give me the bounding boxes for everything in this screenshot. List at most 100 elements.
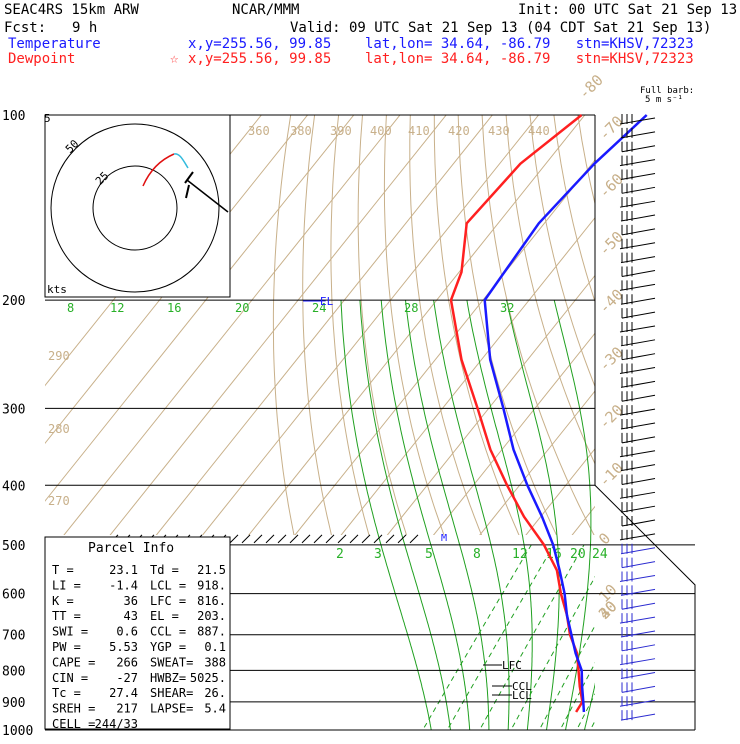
hatch-mark <box>338 535 346 543</box>
parcel-info-cell: 27.4 <box>109 686 138 700</box>
wind-barb <box>621 169 655 179</box>
parcel-info-cell: SHEAR= <box>150 686 193 700</box>
wind-barb-shaft <box>621 589 655 595</box>
mixing-ratio-label: 20 <box>570 547 586 562</box>
parcel-info-cell: 217 <box>116 702 138 716</box>
dry-adiabat-label: 390 <box>330 124 352 138</box>
wind-barb <box>621 377 655 387</box>
wind-barb-shaft <box>620 160 655 166</box>
wind-barb-shaft <box>621 257 655 263</box>
wind-barbs <box>620 114 655 720</box>
wind-barb <box>621 502 655 512</box>
wind-barb-shaft <box>620 284 655 290</box>
init-time: Init: 00 UTC Sat 21 Sep 13 <box>518 2 737 18</box>
moist-adiabat-label: 20 <box>235 301 249 315</box>
parcel-info-cell: -27 <box>116 671 138 685</box>
pressure-label: 400 <box>2 479 25 494</box>
parcel-info-cell: T = <box>52 563 74 577</box>
hatch-mark <box>374 535 382 543</box>
parcel-info-cell: 266 <box>116 655 138 669</box>
legend-dewpoint-info: x,y=255.56, 99.85 lat,lon= 34.64, -86.79… <box>188 51 694 67</box>
dry-adiabat-label: 440 <box>528 124 550 138</box>
pressure-label: 1000 <box>2 724 33 739</box>
pressure-label: 800 <box>2 664 25 679</box>
parcel-info-cell: -1.4 <box>109 578 138 592</box>
wind-barb <box>620 530 655 540</box>
parcel-info-cell: 5.4 <box>204 702 226 716</box>
wind-barb-shaft <box>620 492 655 498</box>
hodograph-ring-label-5: 5 <box>44 112 51 125</box>
isotherm-line <box>278 115 740 730</box>
wind-barb <box>620 322 655 332</box>
dry-adiabat-line <box>721 115 740 740</box>
parcel-info-cell: SWEAT= <box>150 655 193 669</box>
wind-barb <box>622 599 655 609</box>
dry-adiabat-label: 280 <box>48 422 70 436</box>
parcel-info-cell: LCL = <box>150 578 186 592</box>
moist-adiabat-label: 12 <box>110 301 124 315</box>
wind-barb <box>621 710 655 720</box>
parcel-info-cell: EL = <box>150 609 179 623</box>
parcel-info-cell: LAPSE= <box>150 702 193 716</box>
wind-barb <box>620 156 655 166</box>
wind-barb <box>620 280 655 290</box>
wind-barb <box>621 336 655 346</box>
parcel-info-cell: Tc = <box>52 686 81 700</box>
dry-adiabat-label: 380 <box>290 124 312 138</box>
mixing-ratio-label: 8 <box>473 547 481 562</box>
dry-adiabat-lines <box>273 115 740 740</box>
parcel-info-title: Parcel Info <box>88 541 174 556</box>
legend-dewpoint-label: Dewpoint <box>8 51 75 67</box>
parcel-info-cell: 43 <box>124 609 138 623</box>
hodograph-inset: 5 25 50 kts <box>44 112 230 297</box>
pressure-label: 200 <box>2 294 25 309</box>
moist-adiabat-label: 16 <box>167 301 181 315</box>
hatch-mark <box>254 535 262 543</box>
wind-barb <box>620 613 655 623</box>
dry-adiabat-label: 290 <box>48 349 70 363</box>
isotherm-label: -80 <box>575 71 607 103</box>
wind-barb-shaft <box>620 659 655 665</box>
wind-barb <box>622 516 655 526</box>
parcel-info-cell: LI = <box>52 578 81 592</box>
wind-barb <box>620 655 655 665</box>
moist-adiabat-label: 8 <box>67 301 74 315</box>
hatch-mark <box>230 535 238 543</box>
pressure-label: 100 <box>2 109 25 124</box>
wind-barb-shaft <box>621 631 655 637</box>
wind-barb-shaft <box>620 243 655 249</box>
parcel-info-cell: 26. <box>204 686 226 700</box>
hatch-mark <box>266 535 274 543</box>
wind-barb <box>620 696 655 706</box>
moist-adiabat-lines <box>341 300 674 740</box>
dry-adiabat-line <box>698 115 740 740</box>
model-name: SEAC4RS 15km ARW <box>4 2 139 18</box>
wind-barb <box>622 558 655 568</box>
parcel-info-cell: 816. <box>197 594 226 608</box>
parcel-info-cell: CAPE = <box>52 655 95 669</box>
parcel-info-cell: 21.5 <box>197 563 226 577</box>
isotherm-label: 40 <box>595 597 621 623</box>
moist-adiabat-label: 28 <box>404 301 418 315</box>
wind-barb <box>622 682 655 692</box>
wind-barb <box>620 447 655 457</box>
parcel-info-cell: 203. <box>197 609 226 623</box>
legend-dewpoint-marker: ☆ <box>170 51 179 67</box>
wind-barb <box>622 183 655 193</box>
wind-barb-shaft <box>620 368 655 374</box>
parcel-info-cell: 244/33 <box>95 717 138 731</box>
parcel-info-cell: PW = <box>52 640 81 654</box>
hatch-mark <box>302 535 310 543</box>
forecast-label: Fcst: <box>4 20 46 36</box>
mixing-ratio-label: 12 <box>512 547 528 562</box>
wind-barb-shaft <box>621 215 655 221</box>
hatch-mark <box>326 535 334 543</box>
dry-adiabat-label: 360 <box>248 124 270 138</box>
wind-barb <box>622 474 655 484</box>
parcel-info-cell: HWBZ= <box>150 671 186 685</box>
wind-barb <box>620 197 655 207</box>
wind-barb <box>622 267 655 277</box>
parcel-info-cell: TT = <box>52 609 81 623</box>
